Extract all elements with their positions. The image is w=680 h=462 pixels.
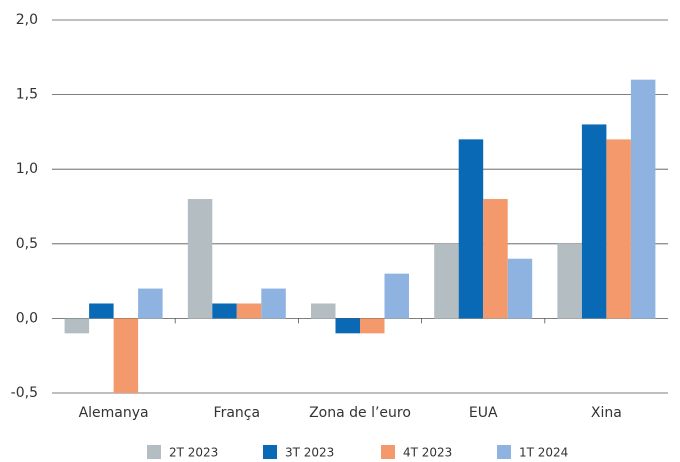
bar (630, 79, 656, 319)
bar (483, 199, 508, 319)
bar (64, 318, 90, 334)
legend-label: 1T 2024 (519, 446, 568, 460)
legend-label: 3T 2023 (285, 446, 334, 460)
legend-swatch (263, 445, 277, 459)
bar (335, 318, 360, 334)
legend-swatch (381, 445, 395, 459)
y-tick-label: 2,0 (16, 12, 38, 28)
bar (384, 273, 409, 319)
bar (311, 303, 336, 319)
bar (581, 124, 607, 319)
bar (138, 288, 163, 319)
bar (113, 318, 139, 393)
bar (606, 139, 631, 319)
y-tick-label: 1,0 (16, 161, 38, 177)
x-tick-label: França (214, 405, 261, 421)
x-tick-label: Alemanya (79, 405, 149, 421)
legend-swatch (147, 445, 161, 459)
y-tick-label: 1,5 (16, 87, 38, 103)
legend: 2T 2023 3T 2023 4T 2023 1T 2024 (147, 445, 568, 460)
legend-label: 2T 2023 (169, 446, 218, 460)
x-tick-label: Zona de l’euro (309, 405, 411, 421)
bar (261, 288, 286, 319)
bar (507, 258, 533, 319)
bar (360, 318, 385, 334)
bar (187, 199, 213, 319)
y-tick-label: 0,0 (16, 310, 38, 326)
y-tick-label: 0,5 (16, 236, 38, 252)
bar (557, 243, 582, 319)
bar (434, 243, 459, 319)
y-tick-label: -0,5 (11, 385, 38, 401)
x-tick-label: EUA (469, 405, 498, 421)
legend-swatch (497, 445, 511, 459)
bar (236, 303, 262, 319)
bar (89, 303, 114, 319)
bar (212, 303, 237, 319)
x-tick-label: Xina (591, 405, 622, 421)
bar (458, 139, 484, 319)
legend-label: 4T 2023 (403, 446, 452, 460)
